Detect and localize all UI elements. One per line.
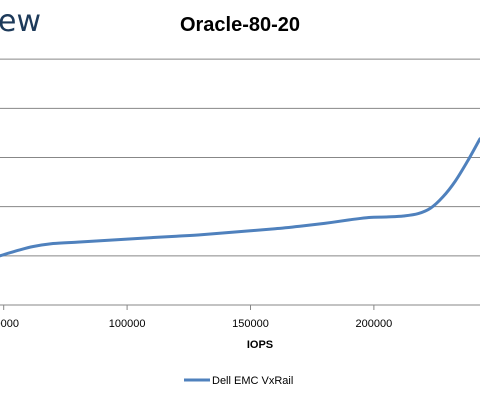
series-line-dell-emc-vxrail [0,137,480,258]
chart-title: Oracle-80-20 [179,14,301,36]
gridlines [0,58,480,257]
series-layer [0,137,480,258]
x-tick-label: 150000 [232,318,269,330]
x-tick-label: 100000 [109,318,146,330]
x-axis-ticks: 50000 100000 150000 200000 [0,305,392,330]
x-axis-label: IOPS [247,339,273,351]
legend: Dell EMC VxRail [184,375,293,387]
brand-logo-fragment: ew [0,4,41,39]
x-tick-label: 200000 [356,318,393,330]
legend-label-dell-emc-vxrail: Dell EMC VxRail [212,375,293,387]
x-tick-label: 50000 [0,318,19,330]
